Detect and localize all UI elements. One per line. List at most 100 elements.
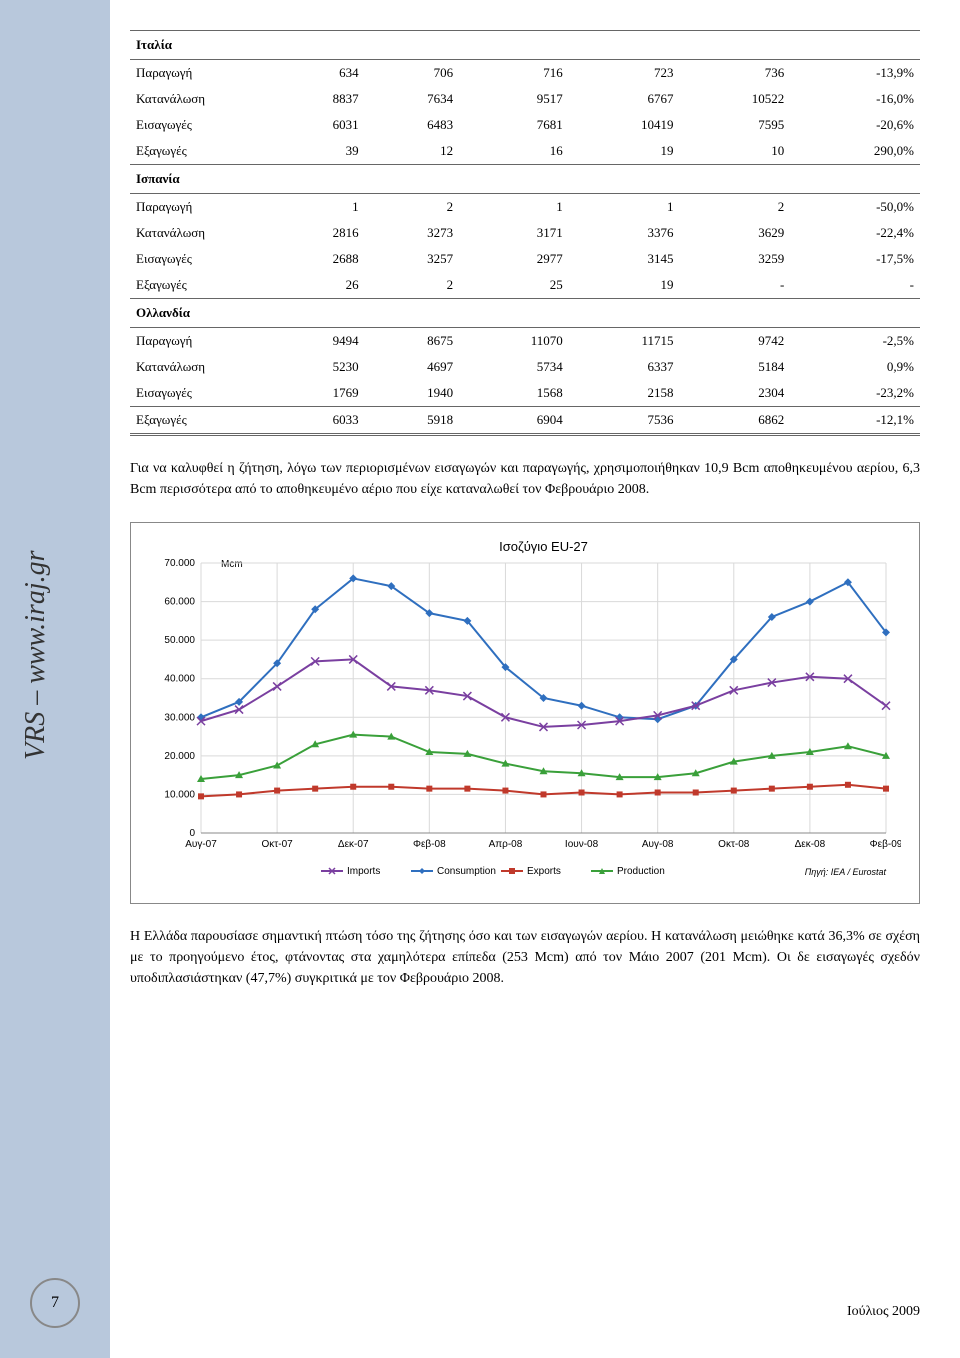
cell: 3273 [365,220,460,246]
row-label: Εισαγωγές [130,380,270,407]
cell: 0,9% [790,354,920,380]
cell: 39 [270,138,365,165]
svg-text:Φεβ-09: Φεβ-09 [870,839,901,850]
cell: 8675 [365,328,460,355]
cell: 19 [569,138,680,165]
cell: -50,0% [790,194,920,221]
cell: 11070 [459,328,569,355]
cell: 2 [365,194,460,221]
cell: 716 [459,60,569,87]
cell: 1 [459,194,569,221]
cell: 8837 [270,86,365,112]
cell: 2 [365,272,460,299]
cell: 19 [569,272,680,299]
cell: 736 [680,60,791,87]
line-chart: Ισοζύγιο EU-27Mcm010.00020.00030.00040.0… [141,533,901,893]
svg-text:10.000: 10.000 [164,789,195,800]
cell: 6031 [270,112,365,138]
row-label: Εξαγωγές [130,138,270,165]
cell: 1 [569,194,680,221]
svg-text:Mcm: Mcm [221,559,243,570]
row-label: Παραγωγή [130,60,270,87]
paragraph-2: Η Ελλάδα παρουσίασε σημαντική πτώση τόσο… [130,926,920,989]
cell: -23,2% [790,380,920,407]
svg-text:Δεκ-08: Δεκ-08 [795,839,826,850]
cell: 3376 [569,220,680,246]
cell: 5734 [459,354,569,380]
cell: -17,5% [790,246,920,272]
cell: 2688 [270,246,365,272]
cell: 3629 [680,220,791,246]
svg-text:Imports: Imports [347,866,380,877]
svg-text:40.000: 40.000 [164,674,195,685]
cell: 1568 [459,380,569,407]
svg-text:60.000: 60.000 [164,597,195,608]
cell: 6767 [569,86,680,112]
cell: 2304 [680,380,791,407]
cell: 1 [270,194,365,221]
sidebar: VRS – www.iraj.gr [0,0,110,1358]
svg-text:Οκτ-08: Οκτ-08 [718,839,750,850]
svg-text:Πηγή: IEA / Eurostat: Πηγή: IEA / Eurostat [805,867,887,877]
page-number-circle: 7 [30,1278,80,1328]
cell: 3171 [459,220,569,246]
cell: 11715 [569,328,680,355]
page-number: 7 [51,1294,59,1312]
main-content: ΙταλίαΠαραγωγή634706716723736-13,9%Καταν… [130,30,920,1011]
svg-text:Δεκ-07: Δεκ-07 [338,839,369,850]
svg-text:Ισοζύγιο EU-27: Ισοζύγιο EU-27 [499,539,588,554]
cell: 10419 [569,112,680,138]
row-label: Παραγωγή [130,328,270,355]
cell: 7681 [459,112,569,138]
cell: 7634 [365,86,460,112]
paragraph-1: Για να καλυφθεί η ζήτηση, λόγω των περιο… [130,458,920,500]
cell: - [790,272,920,299]
cell: 2977 [459,246,569,272]
cell: 16 [459,138,569,165]
svg-text:30.000: 30.000 [164,712,195,723]
footer-date: Ιούλιος 2009 [847,1304,920,1320]
cell: 706 [365,60,460,87]
cell: 1769 [270,380,365,407]
row-label: Εξαγωγές [130,407,270,435]
cell: 26 [270,272,365,299]
cell: 3257 [365,246,460,272]
cell: 10 [680,138,791,165]
cell: -20,6% [790,112,920,138]
svg-text:Αυγ-08: Αυγ-08 [642,839,674,850]
cell: 10522 [680,86,791,112]
cell: 2 [680,194,791,221]
cell: 12 [365,138,460,165]
svg-text:20.000: 20.000 [164,751,195,762]
cell: -22,4% [790,220,920,246]
cell: 6862 [680,407,791,435]
cell: 2158 [569,380,680,407]
cell: 25 [459,272,569,299]
cell: 6337 [569,354,680,380]
cell: -13,9% [790,60,920,87]
cell: 4697 [365,354,460,380]
cell: -2,5% [790,328,920,355]
sidebar-vertical-text: VRS – www.iraj.gr [20,550,52,760]
row-label: Παραγωγή [130,194,270,221]
cell: 5918 [365,407,460,435]
row-label: Κατανάλωση [130,354,270,380]
cell: -12,1% [790,407,920,435]
row-label: Εισαγωγές [130,246,270,272]
svg-text:Απρ-08: Απρ-08 [489,839,523,850]
cell: 6483 [365,112,460,138]
svg-text:Αυγ-07: Αυγ-07 [185,839,217,850]
section-header: Ολλανδία [130,299,920,328]
cell: 2816 [270,220,365,246]
cell: 1940 [365,380,460,407]
cell: 723 [569,60,680,87]
cell: 5230 [270,354,365,380]
data-table: ΙταλίαΠαραγωγή634706716723736-13,9%Καταν… [130,30,920,436]
row-label: Εισαγωγές [130,112,270,138]
row-label: Κατανάλωση [130,86,270,112]
cell: 3145 [569,246,680,272]
svg-text:70.000: 70.000 [164,558,195,569]
cell: 7595 [680,112,791,138]
cell: 5184 [680,354,791,380]
svg-text:Exports: Exports [527,866,561,877]
